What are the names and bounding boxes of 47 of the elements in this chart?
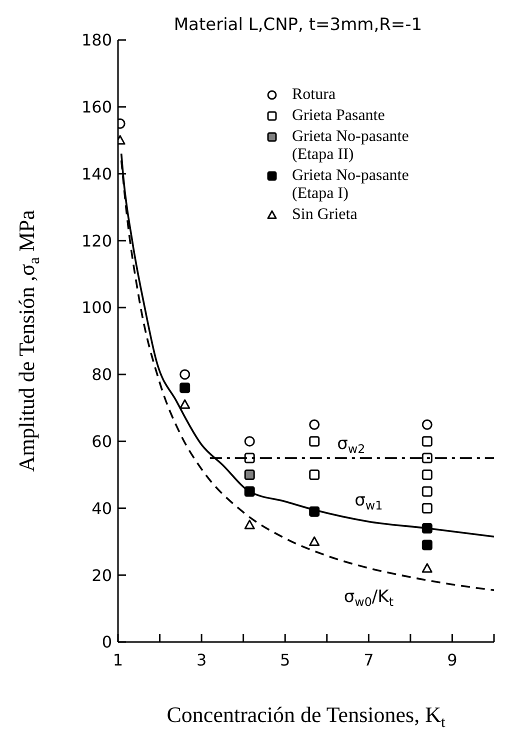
x-tick-label: 3 bbox=[196, 650, 207, 670]
point bbox=[309, 506, 320, 517]
point bbox=[422, 436, 432, 447]
point bbox=[422, 486, 432, 497]
point bbox=[422, 502, 432, 514]
y-tick-label: 60 bbox=[92, 432, 112, 452]
point bbox=[244, 436, 255, 447]
legend-label: Grieta No-pasante (Etapa I) bbox=[292, 167, 410, 203]
series-label: σ$_{w0}$/K$_{t}$ bbox=[344, 587, 394, 609]
x-tick-label: 5 bbox=[280, 650, 290, 670]
point bbox=[422, 419, 432, 430]
y-tick-label: 160 bbox=[81, 98, 112, 117]
point bbox=[180, 399, 190, 409]
point bbox=[422, 563, 432, 573]
point bbox=[309, 470, 320, 480]
y-tick-label: 80 bbox=[92, 365, 112, 384]
legend-label: Grieta Pasante bbox=[292, 107, 386, 125]
point bbox=[244, 520, 255, 530]
y-tick-label: 120 bbox=[81, 231, 112, 250]
y-tick-label: 140 bbox=[81, 164, 112, 184]
point bbox=[309, 536, 320, 546]
x-tick-label: 7 bbox=[364, 650, 374, 670]
point bbox=[309, 419, 320, 430]
chart-title: Material L,CNP, t=3mm,R=-1 bbox=[174, 15, 422, 35]
x-tick-label: 9 bbox=[447, 650, 458, 670]
y-tick-label: 40 bbox=[92, 498, 112, 518]
y-tick-label: 100 bbox=[81, 298, 112, 318]
point bbox=[244, 452, 255, 464]
legend-label: Sin Grieta bbox=[292, 206, 358, 224]
legend-label: Rotura bbox=[292, 86, 337, 104]
legend-label: Grieta No-pasante (Etapa II) bbox=[292, 128, 410, 164]
point bbox=[180, 382, 190, 394]
x-axis-title: Concentración de Tensiones, K$_{t}$ bbox=[166, 702, 446, 730]
point bbox=[422, 540, 432, 550]
point bbox=[422, 470, 432, 480]
point bbox=[180, 369, 190, 380]
point bbox=[244, 470, 255, 480]
series-label: σ$_{w1}$ bbox=[354, 490, 383, 512]
y-tick-label: 20 bbox=[92, 566, 112, 585]
y-tick-label: 0 bbox=[102, 632, 112, 652]
x-tick-label: 1 bbox=[112, 650, 124, 670]
point bbox=[244, 486, 255, 497]
series-label: σ$_{w2}$ bbox=[337, 434, 366, 456]
point bbox=[309, 436, 320, 447]
point bbox=[422, 523, 432, 534]
y-tick-label: 180 bbox=[81, 30, 112, 50]
point bbox=[422, 452, 432, 464]
